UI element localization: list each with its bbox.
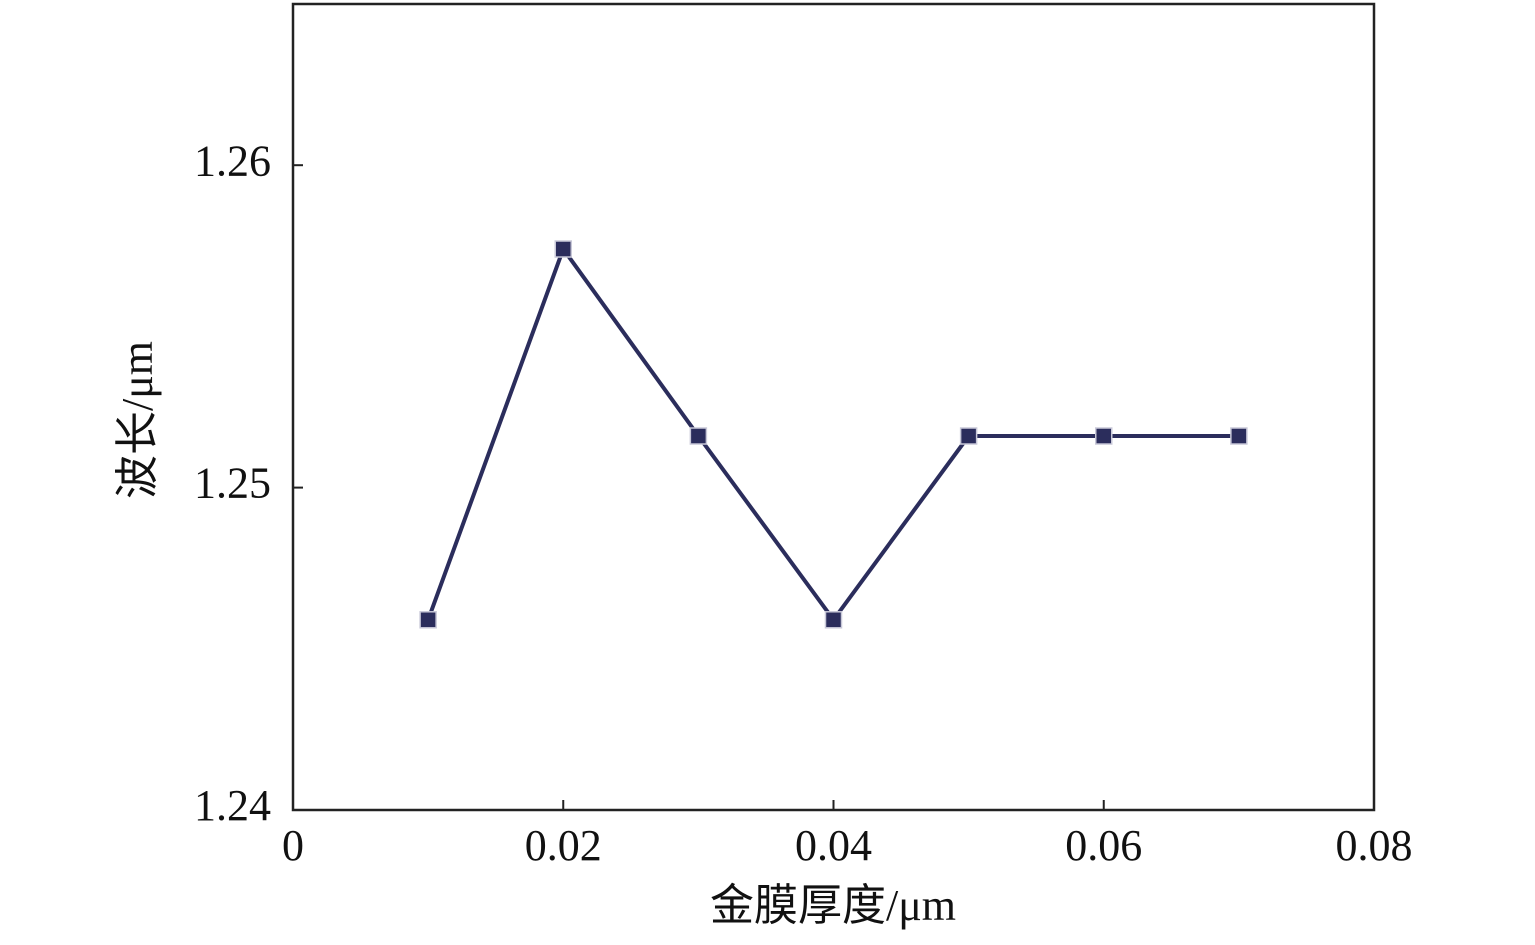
x-tick-label: 0.04 [795, 821, 872, 870]
data-marker [419, 611, 437, 629]
data-marker [824, 611, 843, 629]
plot-frame [291, 2, 1376, 812]
y-tick-label: 1.25 [194, 459, 271, 508]
data-marker [689, 427, 708, 445]
x-tick-label: 0.02 [525, 821, 602, 870]
x-tick-label: 0.08 [1336, 821, 1413, 870]
data-marker [554, 240, 572, 258]
data-line [426, 244, 1239, 624]
x-tick-label: 0 [282, 821, 304, 870]
x-axis-label: 金膜厚度/μm [710, 881, 956, 930]
y-axis-label: 波长/μm [113, 341, 162, 499]
y-tick-label: 1.24 [194, 781, 271, 830]
data-marker [959, 427, 978, 445]
data-marker [1095, 427, 1113, 445]
x-tick-label: 0.06 [1065, 821, 1142, 870]
data-marker [1230, 427, 1248, 445]
y-tick-label: 1.26 [194, 136, 271, 185]
